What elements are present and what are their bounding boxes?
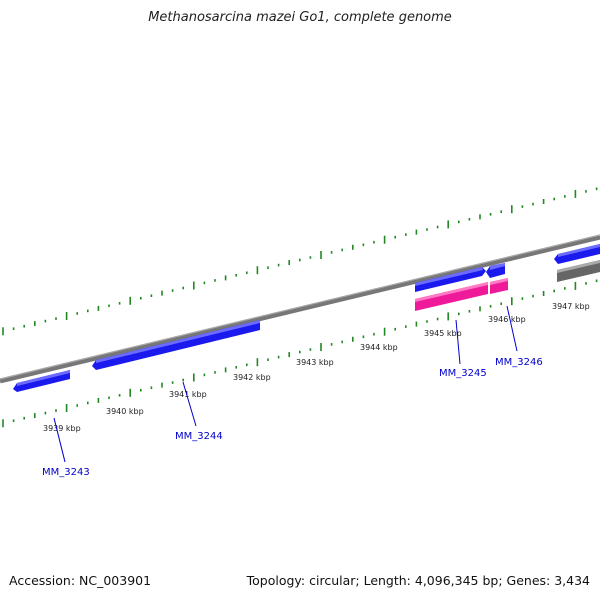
kbp-labels: 3939 kbp 3940 kbp 3941 kbp 3942 kbp 3943… [43, 302, 590, 433]
callout-line-mm3244 [182, 381, 197, 427]
gene-feature-mm3246[interactable] [486, 263, 505, 278]
cds-feature-mm3246[interactable] [490, 278, 508, 294]
gene-label-mm3245[interactable]: MM_3245 [439, 368, 487, 379]
tick-label-3940: 3940 kbp [106, 407, 144, 416]
callout-line-mm3245 [455, 319, 461, 365]
tick-label-3942: 3942 kbp [233, 373, 271, 382]
inner-tick-track [2, 279, 598, 428]
tick-label-3947: 3947 kbp [552, 302, 590, 311]
gene-label-mm3244[interactable]: MM_3244 [175, 431, 223, 442]
gene-feature-mm3244[interactable] [92, 320, 260, 370]
tick-label-3943: 3943 kbp [296, 358, 334, 367]
cds-feature-mm3245[interactable] [415, 282, 488, 311]
backbone-highlight [0, 234, 600, 380]
tick-label-3939: 3939 kbp [43, 424, 81, 433]
gene-feature-right-blue[interactable] [554, 244, 600, 264]
callout-line-mm3243 [53, 417, 66, 463]
tick-label-3945: 3945 kbp [424, 329, 462, 338]
tick-label-3941: 3941 kbp [169, 390, 207, 399]
backbone-line [0, 234, 600, 384]
map-title: Methanosarcina mazei Go1, complete genom… [148, 10, 452, 25]
callout-line-mm3246 [506, 305, 518, 352]
gene-label-mm3246[interactable]: MM_3246 [495, 357, 543, 368]
gene-label-mm3243[interactable]: MM_3243 [42, 467, 90, 478]
tick-label-3944: 3944 kbp [360, 343, 398, 352]
gene-callouts: MM_3243 MM_3244 MM_3245 MM_3246 [42, 305, 543, 478]
gene-feature-mm3245[interactable] [415, 267, 486, 292]
outer-tick-track [2, 187, 598, 336]
tick-label-3946: 3946 kbp [488, 315, 526, 324]
genome-summary: Topology: circular; Length: 4,096,345 bp… [246, 573, 590, 588]
gene-feature-mm3243[interactable] [13, 370, 70, 392]
backbone [0, 234, 600, 384]
gene-feature-right-gray[interactable] [557, 260, 600, 282]
accession-text: Accession: NC_003901 [9, 573, 152, 588]
